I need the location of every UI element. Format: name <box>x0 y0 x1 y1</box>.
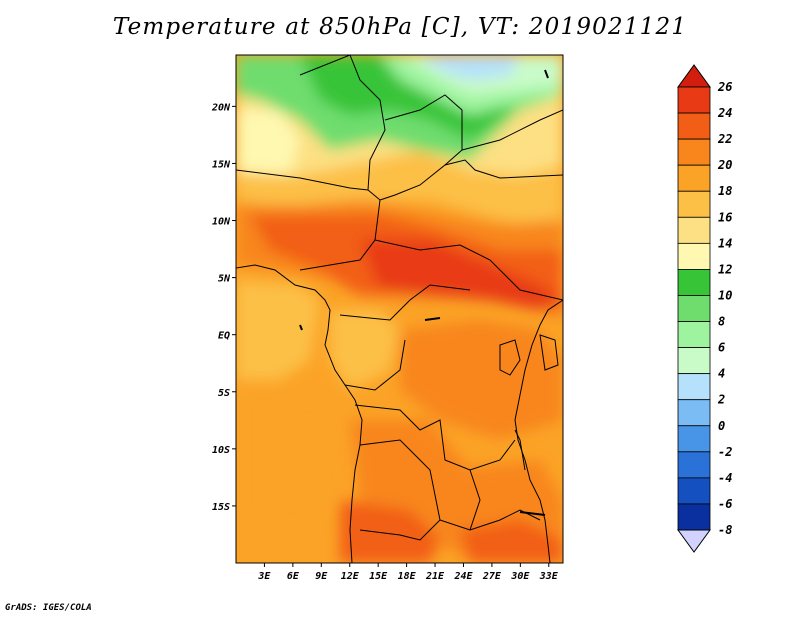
colorbar-label: 12 <box>718 262 732 276</box>
colorbar-segment <box>677 295 711 322</box>
lat-label: 5S <box>218 388 230 399</box>
lon-label: 3E <box>257 571 271 582</box>
colorbar-label: 8 <box>718 315 725 329</box>
colorbar-segment <box>677 138 711 166</box>
lat-label: 15S <box>212 502 230 513</box>
colorbar-label: 14 <box>718 236 732 250</box>
colorbar-segment <box>677 347 711 375</box>
colorbar-label: 10 <box>718 288 732 302</box>
colorbar-segment <box>677 373 711 401</box>
colorbar-label: 6 <box>718 341 725 355</box>
colorbar-min-triangle <box>677 529 711 553</box>
lon-label: 24E <box>453 571 473 582</box>
credit-text: GrADS: IGES/COLA <box>5 603 92 613</box>
colorbar-segment <box>677 451 711 479</box>
lat-label: 15N <box>212 159 231 170</box>
latitude-axis: 20N 15N 10N 5N EQ 5S 10S 15S <box>211 102 236 513</box>
colorbar-segment <box>677 86 711 114</box>
map-title: Temperature at 850hPa [C], VT: 201902112… <box>112 14 688 40</box>
colorbar-label: 4 <box>718 367 725 381</box>
lon-label: 9E <box>315 571 328 582</box>
colorbar-label: 22 <box>717 132 732 146</box>
colorbar-label: 16 <box>718 210 732 224</box>
colorbar-segment <box>677 399 711 427</box>
colorbar-segment <box>677 269 711 296</box>
colorbar-label: -4 <box>718 471 732 485</box>
lon-label: 30E <box>510 571 530 582</box>
colorbar-segment <box>677 503 711 531</box>
colorbar-segment <box>677 425 711 453</box>
lat-label: EQ <box>218 331 230 342</box>
colorbar-label: 0 <box>718 419 725 433</box>
lat-label: 20N <box>211 102 231 113</box>
lon-label: 18E <box>398 571 417 582</box>
lat-label: 10S <box>212 445 230 456</box>
lon-label: 33E <box>539 571 559 582</box>
lon-label: 27E <box>482 571 502 582</box>
lat-label: 10N <box>212 217 231 228</box>
colorbar-label: 24 <box>717 106 732 120</box>
lon-label: 12E <box>341 571 360 582</box>
colorbar-segment <box>677 242 711 270</box>
colorbar-segment <box>677 477 711 505</box>
colorbar-segment <box>677 190 711 218</box>
colorbar-segment <box>677 112 711 140</box>
colorbar-segment <box>677 164 711 192</box>
colorbar-label: -6 <box>718 497 732 511</box>
colorbar-label: 20 <box>717 158 732 172</box>
colorbar-label: -2 <box>718 445 732 459</box>
colorbar-label: 18 <box>718 184 732 198</box>
colorbar-segment <box>677 321 711 348</box>
colorbar-max-triangle <box>677 64 711 88</box>
colorbar-segment <box>677 216 711 244</box>
coastlines-borders <box>236 55 563 563</box>
lat-label: 5N <box>218 274 231 285</box>
map-frame <box>235 54 564 564</box>
temperature-field <box>236 55 563 563</box>
lon-label: 6E <box>287 571 300 582</box>
longitude-axis: 3E 6E 9E 12E 15E 18E 21E 24E 27E 30E 33E <box>257 563 559 582</box>
lon-label: 21E <box>425 571 445 582</box>
colorbar-label: -8 <box>718 523 732 537</box>
lon-label: 15E <box>369 571 388 582</box>
colorbar-label: 26 <box>717 80 732 94</box>
colorbar-label: 2 <box>717 393 725 407</box>
